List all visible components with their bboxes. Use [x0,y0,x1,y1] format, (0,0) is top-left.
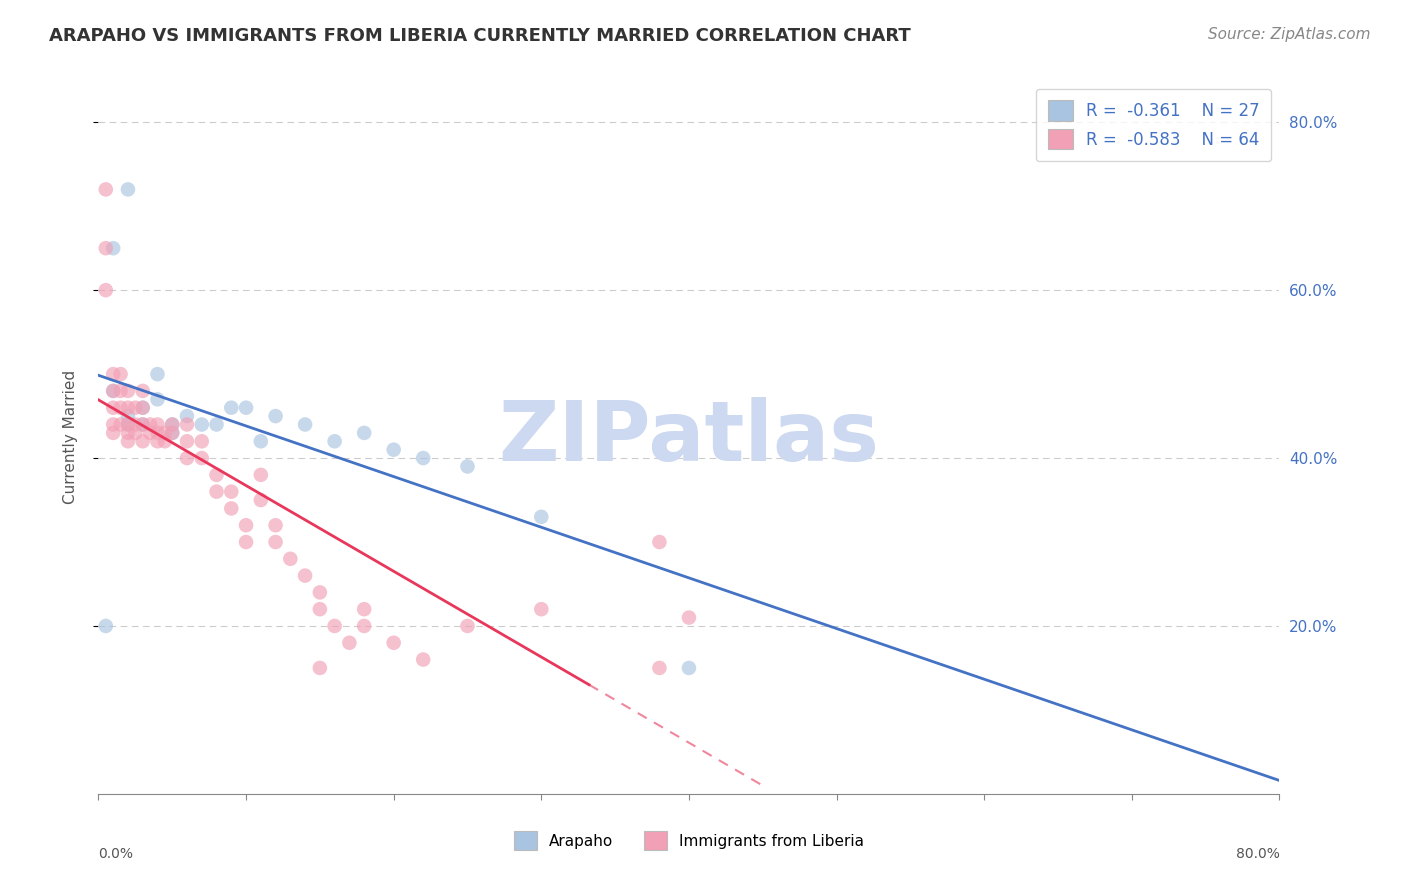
Point [110,384,132,398]
Point [132,401,155,415]
Point [382,442,405,457]
Text: Source: ZipAtlas.com: Source: ZipAtlas.com [1208,27,1371,42]
Point [457,459,479,474]
Point [294,417,316,432]
Point [309,602,332,616]
Text: ZIPatlas: ZIPatlas [499,397,879,477]
Point [94,182,117,196]
Point [176,451,198,466]
Point [103,384,125,398]
Point [191,434,214,449]
Point [117,425,139,440]
Point [117,182,139,196]
Point [146,367,169,381]
Point [648,661,671,675]
Point [235,518,257,533]
Point [678,610,700,624]
Point [309,661,332,675]
Point [530,509,553,524]
Point [221,484,243,499]
Point [132,401,155,415]
Point [235,401,257,415]
Point [117,409,139,423]
Point [117,417,139,432]
Point [162,425,183,440]
Point [103,384,125,398]
Point [678,661,700,675]
Point [250,434,273,449]
Point [117,401,139,415]
Point [353,602,375,616]
Point [153,434,176,449]
Point [205,417,228,432]
Point [103,367,125,381]
Point [412,652,434,666]
Point [162,417,183,432]
Point [146,434,169,449]
Point [205,467,228,482]
Point [412,451,434,466]
Point [294,568,316,582]
Point [132,384,155,398]
Point [132,417,155,432]
Point [117,434,139,449]
Point [176,409,198,423]
Point [110,417,132,432]
Point [124,425,146,440]
Point [110,367,132,381]
Point [323,619,346,633]
Point [103,401,125,415]
Point [162,417,183,432]
Point [382,636,405,650]
Point [110,401,132,415]
Point [94,283,117,297]
Point [146,392,169,407]
Point [124,401,146,415]
Point [94,619,117,633]
Point [191,417,214,432]
Point [117,417,139,432]
Point [132,434,155,449]
Text: ARAPAHO VS IMMIGRANTS FROM LIBERIA CURRENTLY MARRIED CORRELATION CHART: ARAPAHO VS IMMIGRANTS FROM LIBERIA CURRE… [49,27,911,45]
Point [280,551,302,566]
Point [162,425,183,440]
Point [221,501,243,516]
Point [264,518,287,533]
Text: 0.0%: 0.0% [98,847,134,862]
Point [94,241,117,255]
Point [221,401,243,415]
Point [205,484,228,499]
Point [353,619,375,633]
Point [457,619,479,633]
Point [139,425,162,440]
Point [103,417,125,432]
Point [132,417,155,432]
Point [530,602,553,616]
Point [124,417,146,432]
Point [139,417,162,432]
Point [323,434,346,449]
Point [264,535,287,549]
Point [146,425,169,440]
Point [648,535,671,549]
Text: 80.0%: 80.0% [1236,847,1279,862]
Point [191,451,214,466]
Point [250,467,273,482]
Point [146,417,169,432]
Legend: Arapaho, Immigrants from Liberia: Arapaho, Immigrants from Liberia [506,823,872,857]
Point [103,425,125,440]
Point [353,425,375,440]
Point [103,241,125,255]
Point [339,636,361,650]
Point [250,493,273,508]
Point [264,409,287,423]
Point [235,535,257,549]
Point [117,384,139,398]
Point [153,425,176,440]
Point [309,585,332,599]
Point [176,417,198,432]
Y-axis label: Currently Married: Currently Married [63,370,77,504]
Point [176,434,198,449]
